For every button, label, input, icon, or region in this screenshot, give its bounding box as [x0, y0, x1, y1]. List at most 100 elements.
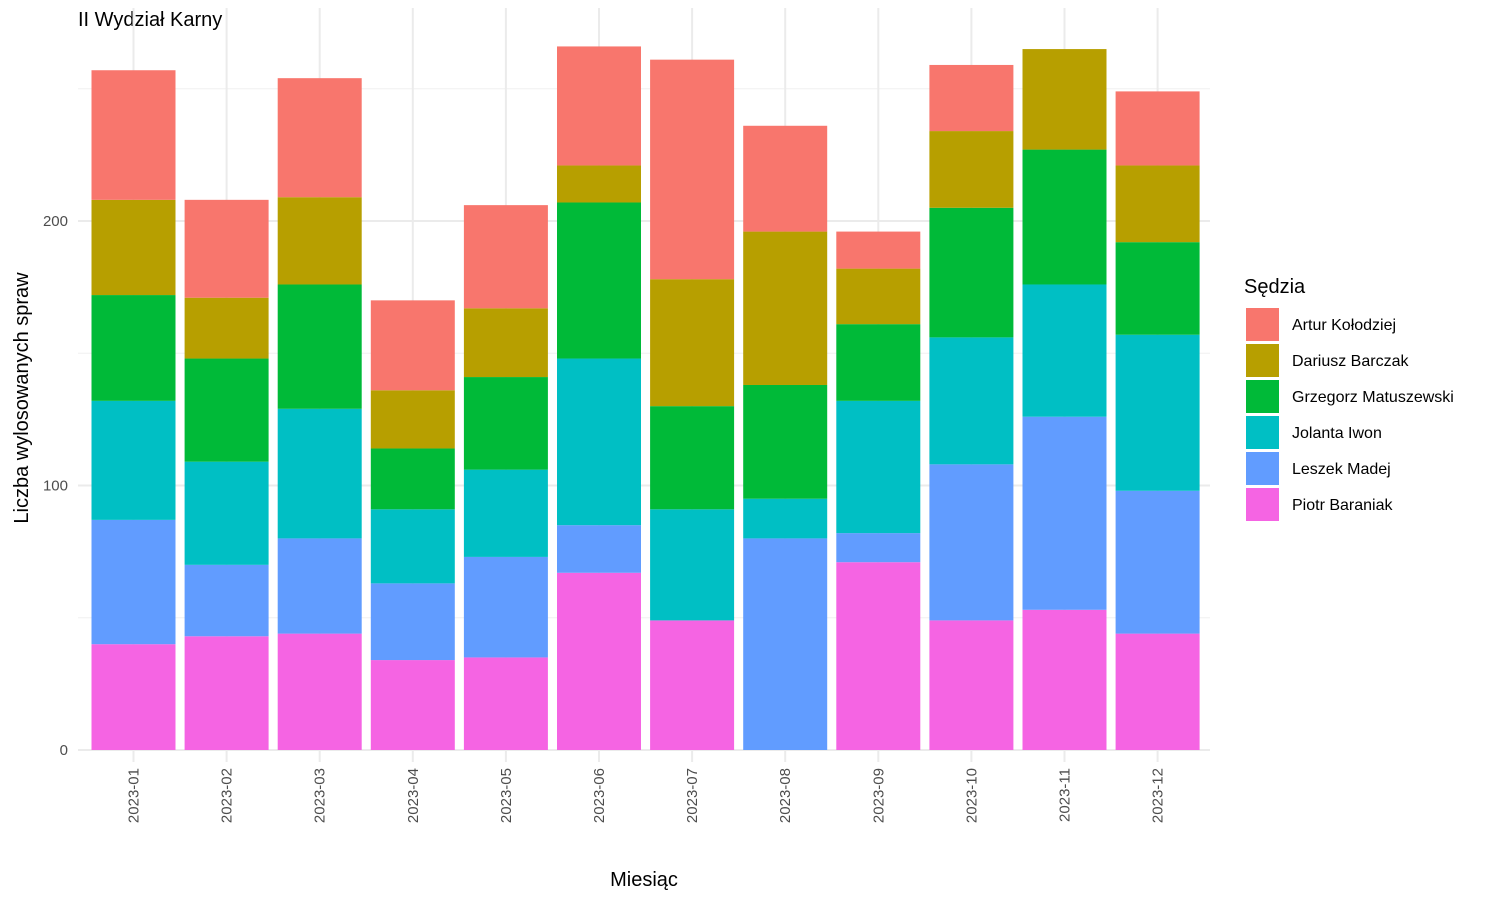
bar-segment: 2023-03 – Jolanta Iwon: 49: [277, 408, 362, 539]
bar-segment: 2023-01 – Jolanta Iwon: 45: [91, 400, 176, 520]
bar-segment: 2023-08 – Jolanta Iwon: 15: [743, 498, 828, 539]
bar-segment: 2023-09 – Dariusz Barczak: 21: [836, 268, 921, 325]
bar-segment: 2023-12 – Artur Kołodziej: 28: [1115, 91, 1200, 166]
bar-segment: 2023-11 – Grzegorz Matuszewski: 51: [1022, 149, 1107, 285]
x-tick-label: 2023-12: [1150, 768, 1167, 823]
bar-segment: 2023-06 – Leszek Madej: 18: [557, 525, 641, 573]
bar-segment: 2023-07 – Piotr Baraniak: 49: [650, 620, 735, 750]
y-tick-label: 200: [43, 213, 68, 230]
bar-segment: 2023-07 – Jolanta Iwon: 42: [650, 509, 735, 621]
bar-segment: 2023-08 – Dariusz Barczak: 58: [743, 231, 828, 385]
x-tick-label: 2023-06: [591, 768, 608, 823]
legend: Sędzia Artur Kołodziej Dariusz Barczak Grz…: [1244, 276, 1454, 521]
bar-segment: 2023-04 – Grzegorz Matuszewski: 23: [370, 448, 455, 510]
bar-segment: 2023-08 – Leszek Madej: 80: [743, 538, 828, 750]
legend-key: [1246, 344, 1279, 377]
legend-label: Leszek Madej: [1292, 461, 1391, 478]
bar-segment: 2023-02 – Leszek Madej: 27: [184, 564, 269, 637]
bar-segment: 2023-06 – Jolanta Iwon: 63: [557, 358, 641, 526]
bar-segment: 2023-02 – Dariusz Barczak: 23: [184, 297, 269, 359]
legend-title: Sędzia: [1244, 276, 1306, 298]
bar-segment: 2023-03 – Artur Kołodziej: 45: [277, 78, 362, 198]
bar-segment: 2023-04 – Leszek Madej: 29: [370, 583, 455, 661]
x-tick-label: 2023-07: [684, 768, 701, 823]
bar-segment: 2023-10 – Artur Kołodziej: 25: [929, 64, 1014, 132]
bar-segment: 2023-09 – Leszek Madej: 11: [836, 533, 921, 563]
bar-segment: 2023-10 – Jolanta Iwon: 48: [929, 337, 1014, 465]
bar-segment: 2023-03 – Dariusz Barczak: 33: [277, 197, 362, 285]
bar-segment: 2023-06 – Artur Kołodziej: 45: [557, 46, 641, 166]
bar-segment: 2023-09 – Grzegorz Matuszewski: 29: [836, 324, 921, 401]
bar-segment: 2023-03 – Grzegorz Matuszewski: 47: [277, 284, 362, 409]
bar-segment: 2023-12 – Leszek Madej: 54: [1115, 490, 1200, 634]
x-tick-label: 2023-04: [405, 768, 422, 823]
legend-label: Jolanta Iwon: [1292, 425, 1382, 442]
y-axis: 0 100 200: [43, 213, 68, 759]
bar-segment: 2023-01 – Grzegorz Matuszewski: 40: [91, 295, 176, 401]
bar-segment: 2023-06 – Grzegorz Matuszewski: 59: [557, 202, 641, 359]
bar-segment: 2023-01 – Artur Kołodziej: 49: [91, 70, 176, 200]
bar-segment: 2023-05 – Leszek Madej: 38: [463, 556, 548, 658]
x-tick-label: 2023-10: [963, 768, 980, 823]
bar-segment: 2023-11 – Piotr Baraniak: 53: [1022, 609, 1107, 750]
bar-segment: 2023-01 – Piotr Baraniak: 40: [91, 644, 176, 750]
bars: 2023-01 – Piotr Baraniak: 402023-01 – Le…: [91, 46, 1200, 750]
bar-segment: 2023-06 – Dariusz Barczak: 14: [557, 165, 641, 203]
x-tick-label: 2023-05: [498, 768, 515, 823]
x-tick-label: 2023-03: [312, 768, 329, 823]
legend-key: [1246, 488, 1279, 521]
bar-segment: 2023-12 – Grzegorz Matuszewski: 35: [1115, 242, 1200, 335]
bar-segment: 2023-12 – Piotr Baraniak: 44: [1115, 633, 1200, 750]
x-axis: 2023-01 2023-02 2023-03 2023-04 2023-05 2023-…: [126, 768, 1167, 823]
bar-segment: 2023-05 – Dariusz Barczak: 26: [463, 308, 548, 378]
bar-segment: 2023-08 – Artur Kołodziej: 40: [743, 125, 828, 232]
bar-segment: 2023-03 – Leszek Madej: 36: [277, 538, 362, 634]
bar-segment: 2023-07 – Grzegorz Matuszewski: 39: [650, 406, 735, 510]
x-tick-label: 2023-08: [777, 768, 794, 823]
bar-segment: 2023-09 – Artur Kołodziej: 14: [836, 231, 921, 269]
bar-segment: 2023-04 – Piotr Baraniak: 34: [370, 660, 455, 750]
legend-key: [1246, 380, 1279, 413]
bar-segment: 2023-02 – Jolanta Iwon: 39: [184, 461, 269, 565]
bar-segment: 2023-10 – Grzegorz Matuszewski: 49: [929, 207, 1014, 338]
bar-segment: 2023-07 – Dariusz Barczak: 48: [650, 279, 735, 407]
legend-label: Dariusz Barczak: [1292, 353, 1409, 370]
bar-segment: 2023-05 – Artur Kołodziej: 39: [463, 205, 548, 309]
bar-segment: 2023-03 – Piotr Baraniak: 44: [277, 633, 362, 750]
legend-key: [1246, 416, 1279, 449]
bar-segment: 2023-01 – Dariusz Barczak: 36: [91, 199, 176, 296]
chart-title: II Wydział Karny: [78, 9, 222, 31]
bar-segment: 2023-11 – Leszek Madej: 73: [1022, 416, 1107, 610]
legend-label: Artur Kołodziej: [1292, 317, 1396, 334]
bar-segment: 2023-10 – Leszek Madej: 59: [929, 464, 1014, 621]
y-tick-label: 100: [43, 478, 68, 495]
bar-segment: 2023-05 – Piotr Baraniak: 35: [463, 657, 548, 750]
bar-segment: 2023-07 – Artur Kołodziej: 83: [650, 59, 735, 280]
bar-segment: 2023-11 – Jolanta Iwon: 50: [1022, 284, 1107, 417]
bar-segment: 2023-04 – Jolanta Iwon: 28: [370, 509, 455, 584]
legend-key: [1246, 308, 1279, 341]
bar-segment: 2023-02 – Piotr Baraniak: 43: [184, 636, 269, 750]
bar-segment: 2023-04 – Dariusz Barczak: 22: [370, 390, 455, 449]
bar-segment: 2023-12 – Dariusz Barczak: 29: [1115, 165, 1200, 243]
bar-segment: 2023-11 – Dariusz Barczak: 38: [1022, 49, 1107, 150]
bar-segment: 2023-06 – Piotr Baraniak: 67: [557, 572, 641, 750]
bar-segment: 2023-05 – Jolanta Iwon: 33: [463, 469, 548, 557]
bar-segment: 2023-08 – Grzegorz Matuszewski: 43: [743, 384, 828, 499]
bar-segment: 2023-05 – Grzegorz Matuszewski: 35: [463, 377, 548, 470]
x-tick-label: 2023-01: [126, 768, 143, 823]
bar-segment: 2023-12 – Jolanta Iwon: 59: [1115, 334, 1200, 491]
bar-segment: 2023-02 – Artur Kołodziej: 37: [184, 199, 269, 298]
bar-segment: 2023-02 – Grzegorz Matuszewski: 39: [184, 358, 269, 462]
x-tick-label: 2023-02: [219, 768, 236, 823]
legend-key: [1246, 452, 1279, 485]
bar-segment: 2023-10 – Piotr Baraniak: 49: [929, 620, 1014, 750]
legend-label: Piotr Baraniak: [1292, 497, 1393, 514]
bar-segment: 2023-10 – Dariusz Barczak: 29: [929, 131, 1014, 208]
bar-segment: 2023-04 – Artur Kołodziej: 34: [370, 300, 455, 391]
legend-label: Grzegorz Matuszewski: [1292, 389, 1454, 406]
x-tick-label: 2023-11: [1057, 768, 1074, 822]
x-tick-label: 2023-09: [870, 768, 887, 823]
bar-segment: 2023-01 – Leszek Madej: 47: [91, 519, 176, 645]
y-tick-label: 0: [60, 742, 68, 759]
